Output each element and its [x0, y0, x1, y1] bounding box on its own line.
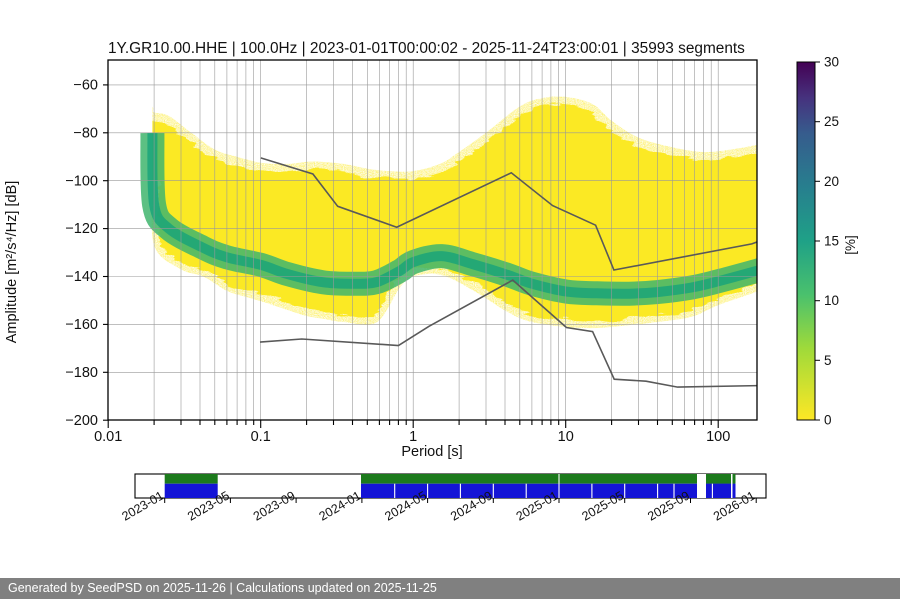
svg-text:1: 1 [409, 429, 417, 445]
svg-text:Amplitude [m²/s⁴/Hz] [dB]: Amplitude [m²/s⁴/Hz] [dB] [4, 181, 20, 344]
svg-text:0.01: 0.01 [94, 429, 122, 445]
svg-text:15: 15 [824, 234, 839, 249]
svg-text:0: 0 [824, 413, 832, 428]
svg-text:5: 5 [824, 353, 832, 368]
svg-text:[%]: [%] [843, 235, 858, 255]
svg-text:−100: −100 [65, 173, 98, 189]
svg-text:25: 25 [824, 114, 839, 129]
svg-text:20: 20 [824, 174, 839, 189]
svg-text:Period [s]: Period [s] [401, 444, 462, 460]
svg-text:−140: −140 [65, 269, 98, 285]
svg-text:10: 10 [824, 293, 839, 308]
svg-text:0.1: 0.1 [251, 429, 271, 445]
svg-text:−200: −200 [65, 413, 98, 429]
svg-text:−160: −160 [65, 317, 98, 333]
svg-text:−60: −60 [73, 78, 98, 94]
svg-text:−180: −180 [65, 365, 98, 381]
svg-text:30: 30 [824, 55, 839, 70]
svg-text:10: 10 [558, 429, 574, 445]
svg-text:100: 100 [706, 429, 730, 445]
svg-text:−80: −80 [73, 125, 98, 141]
svg-text:−120: −120 [65, 221, 98, 237]
